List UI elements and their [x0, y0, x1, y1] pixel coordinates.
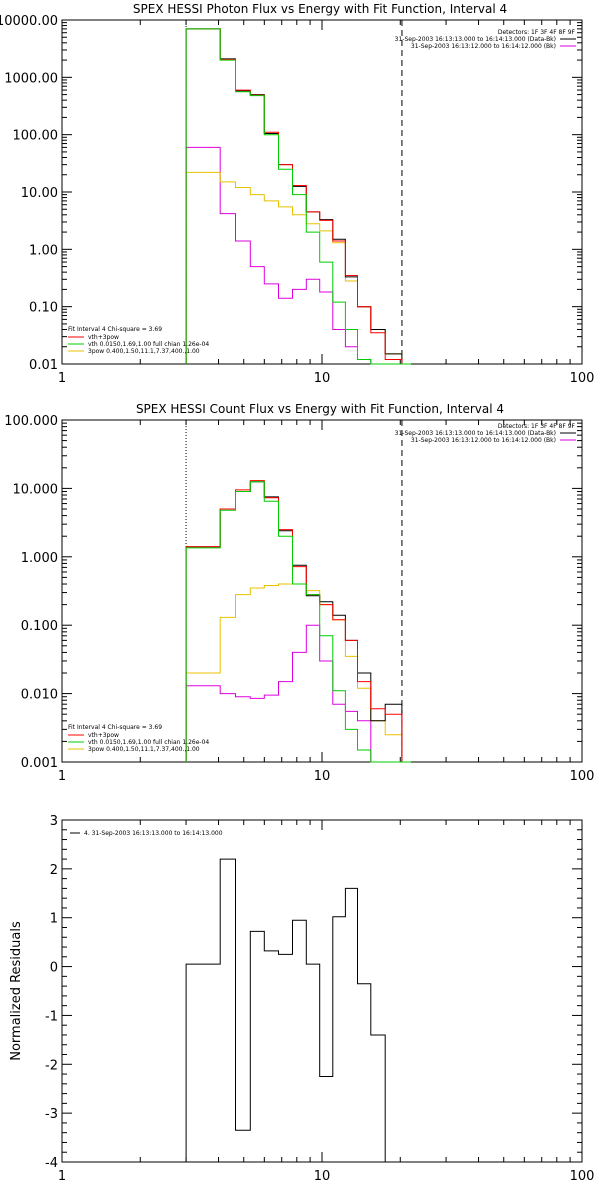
header-line: 31-Sep-2003 16:13:13.000 to 16:14:13.000…: [395, 36, 556, 43]
panel-photon-flux: SPEX HESSI Photon Flux vs Energy with Fi…: [0, 2, 594, 386]
header-text: Detectors: 1F 3F 4F 8F 9F 31-Sep-2003 16…: [395, 423, 576, 444]
x-tick-label: 1: [58, 371, 66, 386]
legend-entry: 4. 31-Sep-2003 16:13:13.000 to 16:14:13.…: [84, 830, 223, 837]
legend-entry: 3pow 0.400,1.50,11.1,7.37,400.,1.00: [88, 746, 200, 753]
plot-frame: [61, 819, 583, 1163]
legend-entry: 3pow 0.400,1.50,11.1,7.37,400.,1.00: [88, 348, 200, 355]
y-tick-label: 10.000: [13, 482, 59, 497]
y-tick-label: 2: [50, 863, 58, 878]
legend-entry: vth 0.0150,1.69,1.00 full chian 1.26e-04: [88, 739, 209, 746]
y-tick-label: 100.000: [4, 414, 58, 429]
series-group: [185, 480, 411, 763]
x-tick-label: 10: [314, 371, 331, 386]
panel-residuals: Normalized Residuals 1 10 100 3210-1-2-3-4…: [9, 814, 594, 1184]
legend: Fit Interval 4 Chi-square = 3.69 vth+3po…: [68, 326, 209, 355]
x-tick-label: 1: [58, 769, 66, 784]
header-line: 31-Sep-2003 16:13:12.000 to 16:14:12.000…: [411, 43, 556, 50]
x-tick-label: 1: [58, 1169, 66, 1184]
legend-entry: vth+3pow: [88, 732, 119, 739]
x-axis: 1 10 100: [58, 420, 595, 784]
y-axis: 0.001 0.010 0.100 1.000 10.000 100.000: [4, 414, 582, 771]
header-line: Detectors: 1F 3F 4F 8F 9F: [498, 29, 576, 36]
header-text: Detectors: 1F 3F 4F 8F 9F 31-Sep-2003 16…: [395, 29, 576, 50]
y-tick-label: -2: [45, 1058, 58, 1073]
y-tick-label: -1: [45, 1009, 58, 1024]
y-axis: 3 2 1 0 -1 -2 -3 -4: [45, 814, 582, 1171]
header-line: 31-Sep-2003 16:13:12.000 to 16:14:12.000…: [411, 437, 556, 444]
legend: Fit Interval 4 Chi-square = 3.69 vth+3po…: [68, 724, 209, 753]
series-3pow: [185, 583, 411, 763]
legend-entry: vth+3pow: [88, 334, 119, 341]
y-tick-label: 3: [50, 814, 58, 829]
y-tick-label: 100.00: [13, 129, 59, 144]
y-tick-label: 0.001: [21, 756, 58, 771]
x-tick-label: 10: [314, 1169, 331, 1184]
y-tick-label: -4: [45, 1156, 58, 1171]
header-line: Detectors: 1F 3F 4F 8F 9F: [498, 423, 576, 430]
reference-lines: [185, 420, 403, 762]
chart-title: SPEX HESSI Photon Flux vs Energy with Fi…: [133, 2, 507, 16]
x-tick-label: 100: [570, 769, 595, 784]
y-tick-label: 0.01: [29, 358, 58, 373]
y-tick-label: 0.10: [29, 301, 58, 316]
y-tick-label: 0.100: [21, 619, 58, 634]
plot-frame: [61, 19, 583, 365]
y-tick-label: 10.00: [21, 186, 58, 201]
series-vth: [185, 481, 411, 763]
y-tick-label: 10000.00: [0, 14, 58, 29]
y-tick-label: 0.010: [21, 688, 58, 703]
y-tick-label: 1.000: [21, 551, 58, 566]
legend-title: Fit Interval 4 Chi-square = 3.69: [68, 724, 162, 731]
series-group: [185, 858, 402, 1163]
chart-title: SPEX HESSI Count Flux vs Energy with Fit…: [136, 402, 504, 416]
plot-frame: [61, 419, 583, 763]
series-group: [185, 28, 411, 365]
reference-lines: [185, 20, 403, 364]
legend-entry: vth 0.0150,1.69,1.00 full chian 1.26e-04: [88, 341, 209, 348]
series-bk: [185, 624, 411, 763]
legend: 4. 31-Sep-2003 16:13:13.000 to 16:14:13.…: [70, 830, 223, 837]
y-tick-label: -3: [45, 1107, 58, 1122]
header-line: 31-Sep-2003 16:13:13.000 to 16:14:13.000…: [395, 430, 556, 437]
y-axis: 0.01 0.10 1.00 10.00 100.00 1000.00 10000.00: [0, 14, 582, 373]
x-axis: 1 10 100: [58, 820, 595, 1184]
y-tick-label: 1: [50, 912, 58, 927]
y-axis-label: Normalized Residuals: [9, 921, 24, 1061]
series-4-31-sep-2003-16-13-13-000-to-16-14-13-000: [185, 858, 402, 1163]
y-tick-label: 0: [50, 961, 58, 976]
panel-count-flux: SPEX HESSI Count Flux vs Energy with Fit…: [4, 402, 594, 784]
y-tick-label: 1.00: [29, 243, 58, 258]
series-vth: [185, 28, 411, 365]
x-tick-label: 100: [570, 1169, 595, 1184]
x-tick-label: 10: [314, 769, 331, 784]
x-tick-label: 100: [570, 371, 595, 386]
legend-title: Fit Interval 4 Chi-square = 3.69: [68, 326, 162, 333]
y-tick-label: 1000.00: [4, 71, 58, 86]
